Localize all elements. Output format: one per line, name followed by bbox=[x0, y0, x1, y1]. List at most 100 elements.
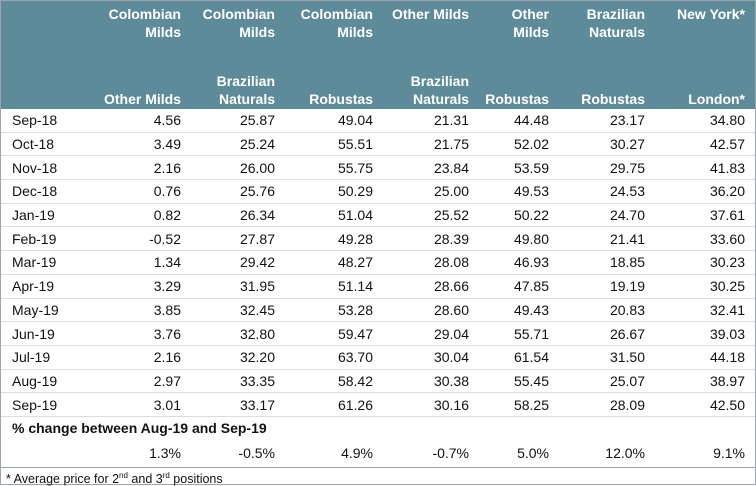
value-cell: 32.20 bbox=[189, 345, 283, 370]
value-cell: 21.31 bbox=[381, 109, 477, 133]
header-top-cell: New York* bbox=[677, 6, 745, 22]
value-cell: 50.29 bbox=[283, 179, 381, 204]
header-bottom-cell: Robustas bbox=[309, 91, 373, 107]
table-row: Sep-19 3.01 33.17 61.26 30.16 58.25 28.09 42.50 bbox=[1, 392, 755, 417]
header-top-cell: Colombian Milds bbox=[108, 6, 181, 40]
header-bottom-cell bbox=[1, 65, 95, 109]
month-cell: May-19 bbox=[1, 298, 95, 323]
value-cell: 50.22 bbox=[477, 203, 557, 228]
header-bottom-cell: Brazilian Naturals bbox=[216, 73, 275, 107]
header-top-cell bbox=[1, 1, 95, 65]
value-cell: 4.56 bbox=[95, 109, 189, 133]
change-value: 9.1% bbox=[653, 438, 755, 468]
value-cell: 0.76 bbox=[95, 179, 189, 204]
header-row-bottom: Other Milds Brazilian Naturals Robustas … bbox=[1, 65, 755, 109]
value-cell: 28.66 bbox=[381, 274, 477, 299]
value-cell: 32.80 bbox=[189, 321, 283, 346]
value-cell: 38.97 bbox=[653, 369, 755, 394]
change-values-row: 1.3% -0.5% 4.9% -0.7% 5.0% 12.0% 9.1% bbox=[1, 438, 755, 468]
value-cell: 51.04 bbox=[283, 203, 381, 228]
value-cell: 3.29 bbox=[95, 274, 189, 299]
value-cell: 42.57 bbox=[653, 132, 755, 157]
value-cell: 55.71 bbox=[477, 321, 557, 346]
month-cell: Aug-19 bbox=[1, 369, 95, 394]
value-cell: 36.20 bbox=[653, 179, 755, 204]
value-cell: 26.00 bbox=[189, 155, 283, 181]
table-row: Nov-18 2.16 26.00 55.75 23.84 53.59 29.75 41.83 bbox=[1, 155, 755, 181]
header-top-cell: Other Milds bbox=[391, 6, 469, 22]
value-cell: 29.42 bbox=[189, 250, 283, 275]
value-cell: 19.19 bbox=[557, 274, 653, 299]
table-body: Sep-18 4.56 25.87 49.04 21.31 44.48 23.17 34.80… bbox=[1, 109, 755, 468]
month-cell: Dec-18 bbox=[1, 179, 95, 204]
table-row: Mar-19 1.34 29.42 48.27 28.08 46.93 18.85 30.23 bbox=[1, 250, 755, 275]
table-row: Aug-19 2.97 33.35 58.42 30.38 55.45 25.07 38.97 bbox=[1, 369, 755, 394]
footnote-sup-rd: rd bbox=[162, 470, 170, 480]
value-cell: 52.02 bbox=[477, 132, 557, 157]
header-bottom-cell: Robustas bbox=[581, 91, 645, 107]
value-cell: 41.83 bbox=[653, 155, 755, 181]
value-cell: 25.07 bbox=[557, 369, 653, 394]
footnote-middle: and 3 bbox=[127, 472, 163, 486]
table-row: Jul-19 2.16 32.20 63.70 30.04 61.54 31.50 44.18 bbox=[1, 345, 755, 370]
value-cell: 34.80 bbox=[653, 109, 755, 133]
value-cell: 23.84 bbox=[381, 155, 477, 181]
value-cell: 61.54 bbox=[477, 345, 557, 370]
value-cell: 24.70 bbox=[557, 203, 653, 228]
value-cell: 58.25 bbox=[477, 392, 557, 417]
value-cell: 18.85 bbox=[557, 250, 653, 275]
value-cell: 21.75 bbox=[381, 132, 477, 157]
value-cell: 3.49 bbox=[95, 132, 189, 157]
footnote-suffix: positions bbox=[169, 472, 223, 486]
table-header: Colombian Milds Colombian Milds Colombia… bbox=[1, 1, 755, 109]
value-cell: 2.16 bbox=[95, 345, 189, 370]
header-top-cell: Brazilian Naturals bbox=[586, 6, 645, 40]
value-cell: 59.47 bbox=[283, 321, 381, 346]
month-cell: Sep-18 bbox=[1, 109, 95, 133]
value-cell: 2.16 bbox=[95, 155, 189, 181]
value-cell: 55.75 bbox=[283, 155, 381, 181]
value-cell: 28.39 bbox=[381, 226, 477, 252]
table-row: Oct-18 3.49 25.24 55.51 21.75 52.02 30.27 42.57 bbox=[1, 132, 755, 157]
value-cell: 30.23 bbox=[653, 250, 755, 275]
value-cell: 24.53 bbox=[557, 179, 653, 204]
value-cell: 32.45 bbox=[189, 298, 283, 323]
header-row-top: Colombian Milds Colombian Milds Colombia… bbox=[1, 1, 755, 65]
value-cell: 3.85 bbox=[95, 298, 189, 323]
header-bottom-cell: Robustas bbox=[485, 91, 549, 107]
header-top-cell: Other Milds bbox=[511, 6, 549, 40]
value-cell: 49.43 bbox=[477, 298, 557, 323]
value-cell: 61.26 bbox=[283, 392, 381, 417]
value-cell: 47.85 bbox=[477, 274, 557, 299]
change-value: -0.5% bbox=[189, 438, 283, 468]
month-cell: Jul-19 bbox=[1, 345, 95, 370]
value-cell: 33.35 bbox=[189, 369, 283, 394]
value-cell: 51.14 bbox=[283, 274, 381, 299]
value-cell: 55.51 bbox=[283, 132, 381, 157]
value-cell: 3.76 bbox=[95, 321, 189, 346]
change-label-row: % change between Aug-19 and Sep-19 bbox=[1, 416, 755, 439]
footnote-sup-nd: nd bbox=[119, 470, 128, 480]
value-cell: 53.28 bbox=[283, 298, 381, 323]
change-month-cell bbox=[1, 438, 95, 468]
value-cell: -0.52 bbox=[95, 226, 189, 252]
footnote-prefix: * Average price for 2 bbox=[6, 472, 120, 486]
value-cell: 55.45 bbox=[477, 369, 557, 394]
value-cell: 25.76 bbox=[189, 179, 283, 204]
value-cell: 1.34 bbox=[95, 250, 189, 275]
header-top-cell: Colombian Milds bbox=[202, 6, 275, 40]
change-value: -0.7% bbox=[381, 438, 477, 468]
value-cell: 28.08 bbox=[381, 250, 477, 275]
value-cell: 49.28 bbox=[283, 226, 381, 252]
change-value: 4.9% bbox=[283, 438, 381, 468]
value-cell: 25.00 bbox=[381, 179, 477, 204]
value-cell: 49.80 bbox=[477, 226, 557, 252]
value-cell: 33.60 bbox=[653, 226, 755, 252]
value-cell: 49.04 bbox=[283, 109, 381, 133]
header-top-cell: Colombian Milds bbox=[300, 6, 373, 40]
month-cell: Oct-18 bbox=[1, 132, 95, 157]
value-cell: 28.60 bbox=[381, 298, 477, 323]
value-cell: 25.24 bbox=[189, 132, 283, 157]
change-value: 5.0% bbox=[477, 438, 557, 468]
change-value: 12.0% bbox=[557, 438, 653, 468]
